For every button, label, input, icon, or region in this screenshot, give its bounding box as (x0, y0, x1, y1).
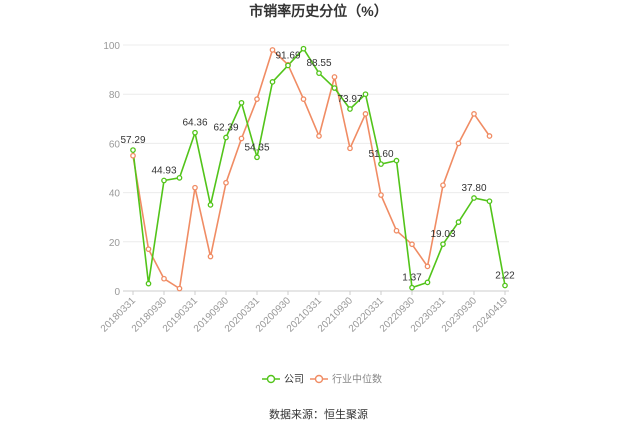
industry-point (347, 145, 353, 152)
industry-point (455, 140, 462, 147)
company-point (176, 174, 183, 181)
company-point (192, 129, 198, 136)
company-point (347, 106, 353, 112)
legend: 公司 行业中位数 (262, 373, 382, 386)
company-point (300, 45, 307, 52)
industry-point (192, 184, 198, 191)
industry-point (378, 192, 384, 198)
industry-point (440, 182, 446, 189)
company-point (145, 280, 152, 287)
legend-company: 公司 (262, 375, 304, 386)
series-line-industry-median (132, 49, 491, 290)
chart-title: 市销率历史分位（%） (249, 3, 387, 19)
legend-label: 公司 (284, 375, 304, 386)
company-point (285, 62, 291, 69)
company-point (269, 79, 276, 85)
industry-point (207, 253, 214, 260)
company-point (254, 154, 260, 161)
company-point (223, 134, 229, 141)
industry-point (300, 96, 307, 102)
company-point (362, 91, 369, 98)
industry-point (316, 133, 322, 139)
industry-point (176, 285, 183, 292)
industry-point (424, 263, 431, 270)
industry-point (331, 74, 338, 80)
y-tick-label: 80 (109, 90, 121, 101)
legend-industry-median: 行业中位数 (310, 373, 382, 386)
data-label: 1.37 (402, 273, 422, 284)
industry-point (362, 111, 369, 117)
data-label: 37.80 (461, 183, 486, 194)
industry-point (254, 96, 260, 102)
company-point (440, 241, 446, 248)
legend-marker (314, 374, 324, 384)
data-label: 54.35 (244, 142, 269, 153)
industry-point (145, 246, 152, 253)
company-point (161, 177, 167, 184)
company-point (486, 198, 493, 205)
data-label: 44.93 (151, 165, 176, 176)
legend-label: 行业中位数 (332, 373, 382, 386)
industry-point (393, 227, 400, 234)
y-tick-labels: 0 20 40 60 80 100 (103, 41, 120, 298)
company-point (207, 202, 214, 208)
industry-point (161, 275, 167, 282)
company-point (331, 85, 338, 91)
legend-marker (266, 374, 276, 384)
data-labels: 57.29 44.93 64.36 62.39 54.35 91.69 88.55 73.97… (120, 50, 515, 283)
company-point (502, 282, 508, 289)
industry-point (269, 47, 276, 53)
industry-point (471, 111, 477, 117)
industry-point (409, 241, 415, 248)
y-tick-label: 0 (114, 287, 120, 298)
company-point (424, 279, 431, 286)
data-label: 2.22 (495, 271, 515, 282)
data-label: 88.55 (306, 58, 331, 69)
series-lines (132, 47, 506, 290)
data-label: 19.03 (430, 229, 455, 240)
y-tick-label: 60 (109, 139, 121, 150)
company-point (378, 161, 384, 167)
company-point (455, 219, 462, 225)
company-point (409, 284, 415, 291)
data-label: 64.36 (182, 118, 207, 129)
company-point (316, 70, 322, 77)
industry-point (130, 152, 136, 159)
data-label: 51.60 (368, 149, 393, 160)
y-tick-label: 20 (109, 238, 121, 249)
series-points (130, 45, 508, 292)
company-point (393, 157, 400, 164)
axes (123, 290, 509, 295)
company-point (471, 195, 477, 201)
industry-point (238, 135, 245, 142)
y-tick-label: 100 (103, 41, 120, 52)
data-label: 57.29 (120, 135, 145, 146)
data-label: 73.97 (337, 94, 362, 105)
y-tick-label: 40 (109, 189, 121, 200)
industry-point (486, 133, 493, 139)
data-label: 62.39 (213, 123, 238, 134)
x-tick-labels: 2018033120180930201903312019093020200331… (99, 295, 511, 335)
company-point (238, 99, 245, 106)
source-note: 数据来源：恒生聚源 (269, 407, 368, 421)
company-point (130, 147, 136, 153)
industry-point (223, 179, 229, 186)
data-label: 91.69 (275, 50, 300, 61)
grid-lines (123, 44, 509, 243)
